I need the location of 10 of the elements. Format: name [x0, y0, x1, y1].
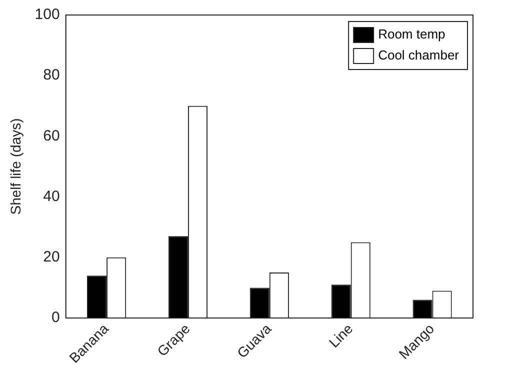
y-tick-label: 0 — [51, 309, 60, 326]
legend-label: Room temp — [378, 26, 446, 42]
y-tick-label: 40 — [43, 188, 60, 205]
y-tick-label: 100 — [34, 6, 60, 24]
x-tick-label: Line — [326, 320, 356, 350]
y-tick-label: 60 — [43, 127, 60, 144]
y-tick-label: 20 — [43, 248, 60, 266]
legend-label: Cool chamber — [378, 48, 460, 63]
y-tick-label: 80 — [43, 66, 60, 84]
y-axis-title: Shelf life (days) — [7, 118, 24, 215]
